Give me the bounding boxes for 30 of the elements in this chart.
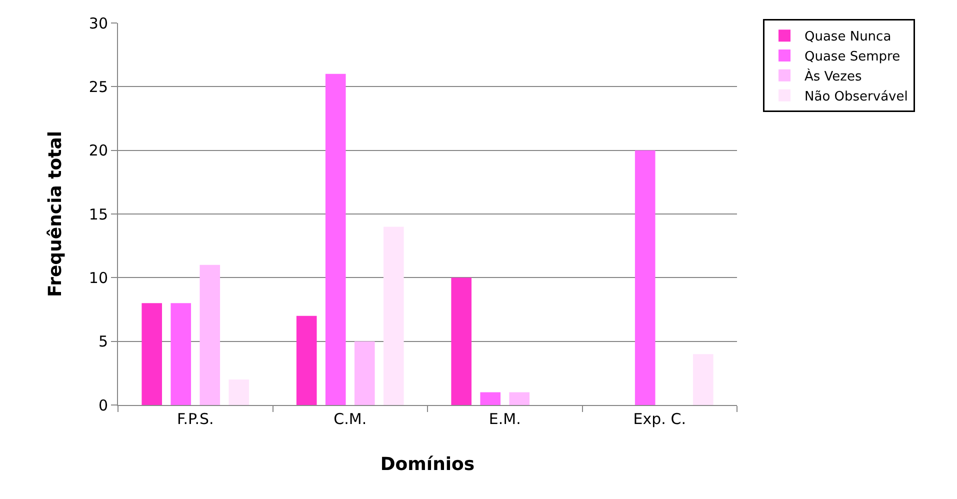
bar [142,303,162,405]
bar [354,341,375,405]
y-tick-label: 10 [88,268,108,287]
bar [451,278,472,405]
bar [480,392,501,405]
bar [200,264,220,405]
bar [509,392,530,405]
x-tick-label: E.M. [488,410,521,428]
y-tick-label: 0 [98,396,108,414]
bar [383,226,404,405]
bar [692,354,714,405]
bar [228,380,250,405]
legend-label: Quase Sempre [804,50,900,65]
bar [170,303,192,405]
x-tick-label: F.P.S. [176,410,214,428]
y-tick-label: 25 [88,78,108,96]
x-axis-title: Domínios [380,454,475,476]
bar [325,74,346,405]
x-tick-label: C.M. [334,410,367,428]
y-tick-label: 5 [98,332,108,351]
y-tick-label: 15 [88,205,108,224]
bar [634,150,656,405]
y-tick-label: 20 [88,142,108,160]
y-tick-label: 30 [88,14,108,32]
x-tick-label: Exp. C. [633,410,686,428]
y-axis-title: Frequência total [45,130,66,298]
legend-label: Às Vezes [804,68,862,84]
bar [296,316,317,405]
legend-label: Não Observável [804,89,908,104]
legend-label: Quase Nunca [804,30,892,45]
